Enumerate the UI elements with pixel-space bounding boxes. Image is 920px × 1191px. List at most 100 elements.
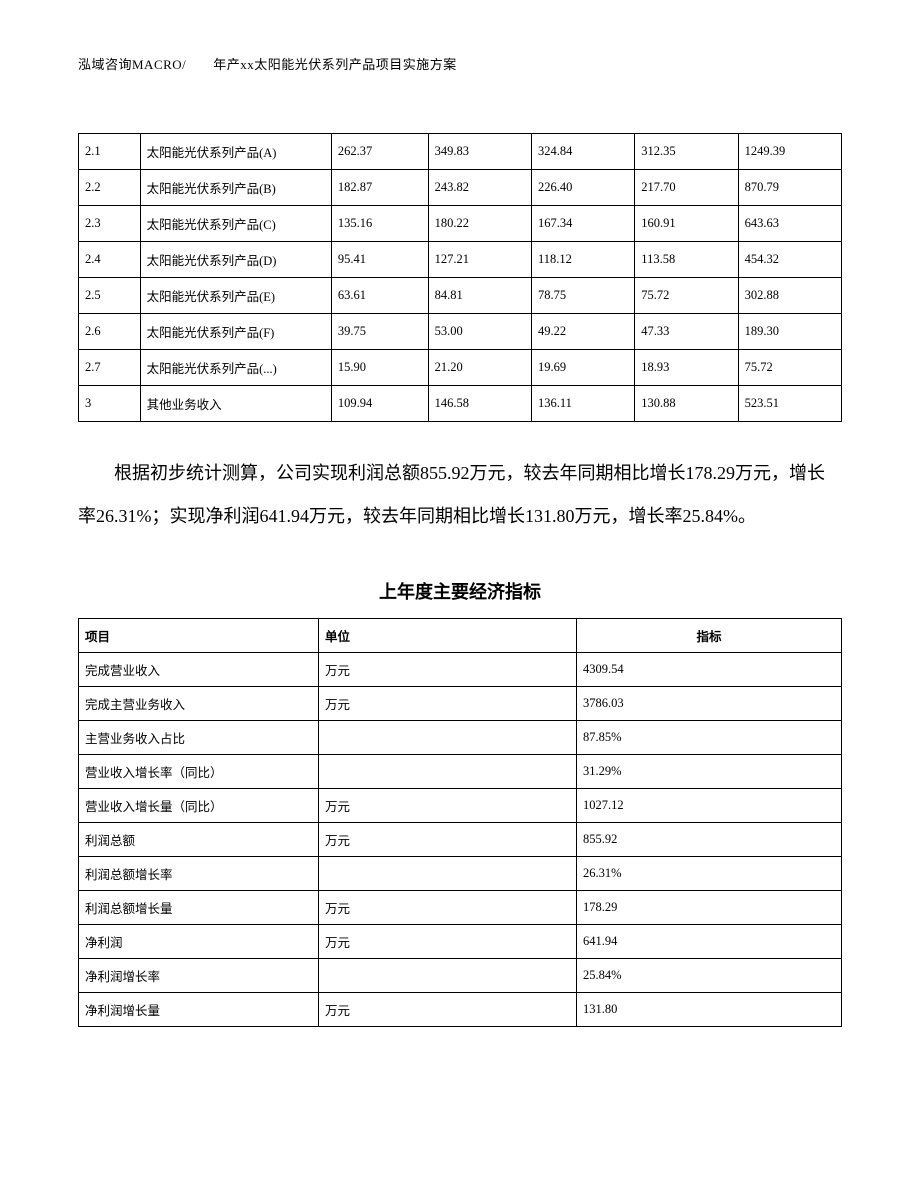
table-cell: 19.69	[531, 350, 634, 386]
table-cell: 167.34	[531, 206, 634, 242]
economic-indicators-table: 项目 单位 指标 完成营业收入万元4309.54完成主营业务收入万元3786.0…	[78, 618, 842, 1027]
table-cell: 万元	[319, 789, 577, 823]
table-row: 2.2太阳能光伏系列产品(B)182.87243.82226.40217.708…	[79, 170, 842, 206]
table-row: 2.5太阳能光伏系列产品(E)63.6184.8178.7575.72302.8…	[79, 278, 842, 314]
table-cell: 302.88	[738, 278, 841, 314]
table-cell: 87.85%	[577, 721, 842, 755]
table-cell: 2.1	[79, 134, 141, 170]
table-cell: 净利润增长率	[79, 959, 319, 993]
summary-text: 根据初步统计测算，公司实现利润总额855.92万元，较去年同期相比增长178.2…	[78, 463, 825, 526]
table-cell: 523.51	[738, 386, 841, 422]
table-cell: 262.37	[331, 134, 428, 170]
table-cell: 2.4	[79, 242, 141, 278]
table-cell: 189.30	[738, 314, 841, 350]
table-row: 净利润增长量万元131.80	[79, 993, 842, 1027]
page-header: 泓域咨询MACRO/ 年产xx太阳能光伏系列产品项目实施方案	[78, 54, 842, 73]
table-cell: 53.00	[428, 314, 531, 350]
table-cell: 113.58	[635, 242, 738, 278]
table-cell: 万元	[319, 653, 577, 687]
table-row: 完成营业收入万元4309.54	[79, 653, 842, 687]
table-cell: 109.94	[331, 386, 428, 422]
table-cell: 太阳能光伏系列产品(C)	[140, 206, 331, 242]
table-row: 利润总额增长量万元178.29	[79, 891, 842, 925]
table-cell: 243.82	[428, 170, 531, 206]
table-cell: 1249.39	[738, 134, 841, 170]
table-cell: 870.79	[738, 170, 841, 206]
table-cell: 完成营业收入	[79, 653, 319, 687]
table-cell: 118.12	[531, 242, 634, 278]
table-cell: 26.31%	[577, 857, 842, 891]
table-cell: 454.32	[738, 242, 841, 278]
table-cell: 净利润	[79, 925, 319, 959]
table-cell: 84.81	[428, 278, 531, 314]
table-cell: 75.72	[635, 278, 738, 314]
table-cell: 127.21	[428, 242, 531, 278]
table-cell: 855.92	[577, 823, 842, 857]
table-row: 利润总额增长率26.31%	[79, 857, 842, 891]
table-cell: 178.29	[577, 891, 842, 925]
table-row: 3其他业务收入109.94146.58136.11130.88523.51	[79, 386, 842, 422]
table-cell: 万元	[319, 993, 577, 1027]
table-cell: 4309.54	[577, 653, 842, 687]
table-cell: 利润总额增长量	[79, 891, 319, 925]
table-cell: 18.93	[635, 350, 738, 386]
table-cell: 146.58	[428, 386, 531, 422]
table-row: 主营业务收入占比 87.85%	[79, 721, 842, 755]
table-cell: 其他业务收入	[140, 386, 331, 422]
table-cell: 主营业务收入占比	[79, 721, 319, 755]
table-cell: 万元	[319, 891, 577, 925]
table-cell: 2.7	[79, 350, 141, 386]
table-cell: 47.33	[635, 314, 738, 350]
table-cell: 49.22	[531, 314, 634, 350]
table2-title: 上年度主要经济指标	[78, 578, 842, 604]
table-cell: 太阳能光伏系列产品(F)	[140, 314, 331, 350]
table-row: 2.1太阳能光伏系列产品(A)262.37349.83324.84312.351…	[79, 134, 842, 170]
table-cell: 75.72	[738, 350, 841, 386]
table-cell: 万元	[319, 925, 577, 959]
table-cell: 太阳能光伏系列产品(A)	[140, 134, 331, 170]
table-cell: 349.83	[428, 134, 531, 170]
table-cell: 太阳能光伏系列产品(E)	[140, 278, 331, 314]
table-cell: 25.84%	[577, 959, 842, 993]
table-cell: 160.91	[635, 206, 738, 242]
table-cell: 39.75	[331, 314, 428, 350]
table-cell: 万元	[319, 823, 577, 857]
table-row: 净利润万元641.94	[79, 925, 842, 959]
table-cell: 太阳能光伏系列产品(...)	[140, 350, 331, 386]
table-cell: 131.80	[577, 993, 842, 1027]
table2-header-project: 项目	[79, 619, 319, 653]
table-cell: 2.5	[79, 278, 141, 314]
table-cell: 2.6	[79, 314, 141, 350]
table-cell: 641.94	[577, 925, 842, 959]
table-cell: 营业收入增长量（同比）	[79, 789, 319, 823]
table-cell: 182.87	[331, 170, 428, 206]
table-cell: 利润总额	[79, 823, 319, 857]
table-cell: 2.3	[79, 206, 141, 242]
table-row: 利润总额万元855.92	[79, 823, 842, 857]
table-cell: 净利润增长量	[79, 993, 319, 1027]
table-cell: 63.61	[331, 278, 428, 314]
table-cell: 15.90	[331, 350, 428, 386]
table-cell: 太阳能光伏系列产品(D)	[140, 242, 331, 278]
table-row: 营业收入增长率（同比）31.29%	[79, 755, 842, 789]
table-row: 完成主营业务收入万元3786.03	[79, 687, 842, 721]
table-cell: 21.20	[428, 350, 531, 386]
table-cell: 324.84	[531, 134, 634, 170]
table-cell: 180.22	[428, 206, 531, 242]
table-row: 2.4太阳能光伏系列产品(D)95.41127.21118.12113.5845…	[79, 242, 842, 278]
table-cell: 130.88	[635, 386, 738, 422]
table-cell: 312.35	[635, 134, 738, 170]
table-cell: 226.40	[531, 170, 634, 206]
table-row: 营业收入增长量（同比）万元1027.12	[79, 789, 842, 823]
table-cell: 78.75	[531, 278, 634, 314]
table-cell: 135.16	[331, 206, 428, 242]
table-cell	[319, 721, 577, 755]
table-cell: 2.2	[79, 170, 141, 206]
table-cell: 万元	[319, 687, 577, 721]
table-row: 2.6太阳能光伏系列产品(F)39.7553.0049.2247.33189.3…	[79, 314, 842, 350]
table-cell	[319, 857, 577, 891]
table-cell: 31.29%	[577, 755, 842, 789]
table-cell	[319, 959, 577, 993]
table-row: 净利润增长率 25.84%	[79, 959, 842, 993]
table-cell: 95.41	[331, 242, 428, 278]
